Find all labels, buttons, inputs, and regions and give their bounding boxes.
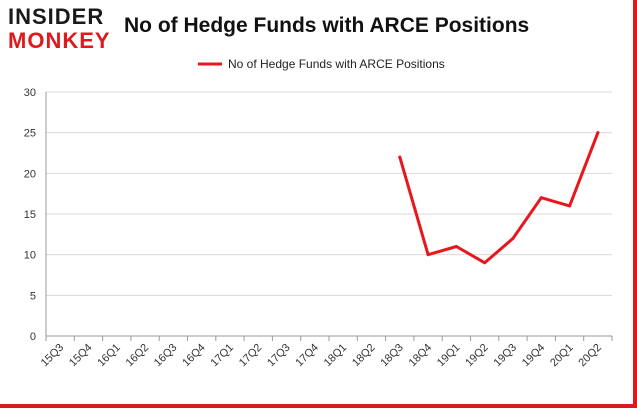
axes bbox=[45, 92, 613, 341]
chart-title: No of Hedge Funds with ARCE Positions bbox=[124, 14, 530, 37]
x-tick-label: 19Q2 bbox=[463, 342, 491, 370]
data-point bbox=[511, 236, 515, 240]
x-tick-label: 17Q3 bbox=[265, 342, 293, 370]
y-tick-label: 20 bbox=[24, 168, 36, 180]
logo-text-monkey: MONKEY bbox=[8, 28, 111, 53]
y-tick-label: 5 bbox=[30, 290, 36, 302]
x-tick-label: 20Q1 bbox=[548, 342, 576, 370]
data-point bbox=[426, 253, 430, 257]
series-line bbox=[398, 131, 600, 265]
data-point bbox=[596, 131, 600, 135]
y-tick-labels: 0 5 10 15 20 25 30 bbox=[24, 87, 36, 343]
x-tick-label: 18Q4 bbox=[407, 342, 435, 370]
x-tick-label: 15Q4 bbox=[67, 342, 95, 370]
x-tick-label: 19Q1 bbox=[435, 342, 463, 370]
x-tick-label: 17Q2 bbox=[237, 342, 265, 370]
x-tick-label: 18Q2 bbox=[350, 342, 378, 370]
x-tick-label: 19Q4 bbox=[520, 342, 548, 370]
insider-monkey-logo: INSIDER MONKEY bbox=[8, 6, 118, 54]
x-tick-label: 19Q3 bbox=[492, 342, 520, 370]
x-tick-label: 18Q1 bbox=[322, 342, 350, 370]
series bbox=[398, 131, 600, 265]
data-point bbox=[398, 155, 402, 159]
data-point bbox=[539, 196, 543, 200]
logo-text-insider: INSIDER bbox=[8, 4, 105, 29]
data-point bbox=[483, 261, 487, 265]
y-tick-label: 30 bbox=[24, 87, 36, 99]
y-tick-label: 25 bbox=[24, 128, 36, 140]
x-tick-label: 17Q4 bbox=[293, 342, 321, 370]
x-tick-label: 16Q1 bbox=[95, 342, 123, 370]
x-tick-label: 16Q2 bbox=[124, 342, 152, 370]
x-tick-label: 17Q1 bbox=[209, 342, 237, 370]
legend: No of Hedge Funds with ARCE Positions bbox=[198, 57, 445, 71]
gridlines bbox=[46, 91, 612, 296]
legend-label: No of Hedge Funds with ARCE Positions bbox=[228, 57, 445, 71]
y-tick-label: 0 bbox=[30, 331, 36, 343]
y-tick-label: 10 bbox=[24, 250, 36, 262]
x-tick-label: 20Q2 bbox=[576, 342, 604, 370]
y-tick-label: 15 bbox=[24, 209, 36, 221]
x-tick-label: 15Q3 bbox=[39, 342, 67, 370]
x-tick-label: 16Q4 bbox=[180, 342, 208, 370]
x-tick-labels: 15Q3 15Q4 16Q1 16Q2 16Q3 16Q4 17Q1 17Q2 17Q3 17Q4… bbox=[39, 342, 604, 370]
data-point bbox=[454, 245, 458, 249]
x-tick-label: 16Q3 bbox=[152, 342, 180, 370]
x-tick-label: 18Q3 bbox=[378, 342, 406, 370]
data-point bbox=[568, 204, 572, 208]
